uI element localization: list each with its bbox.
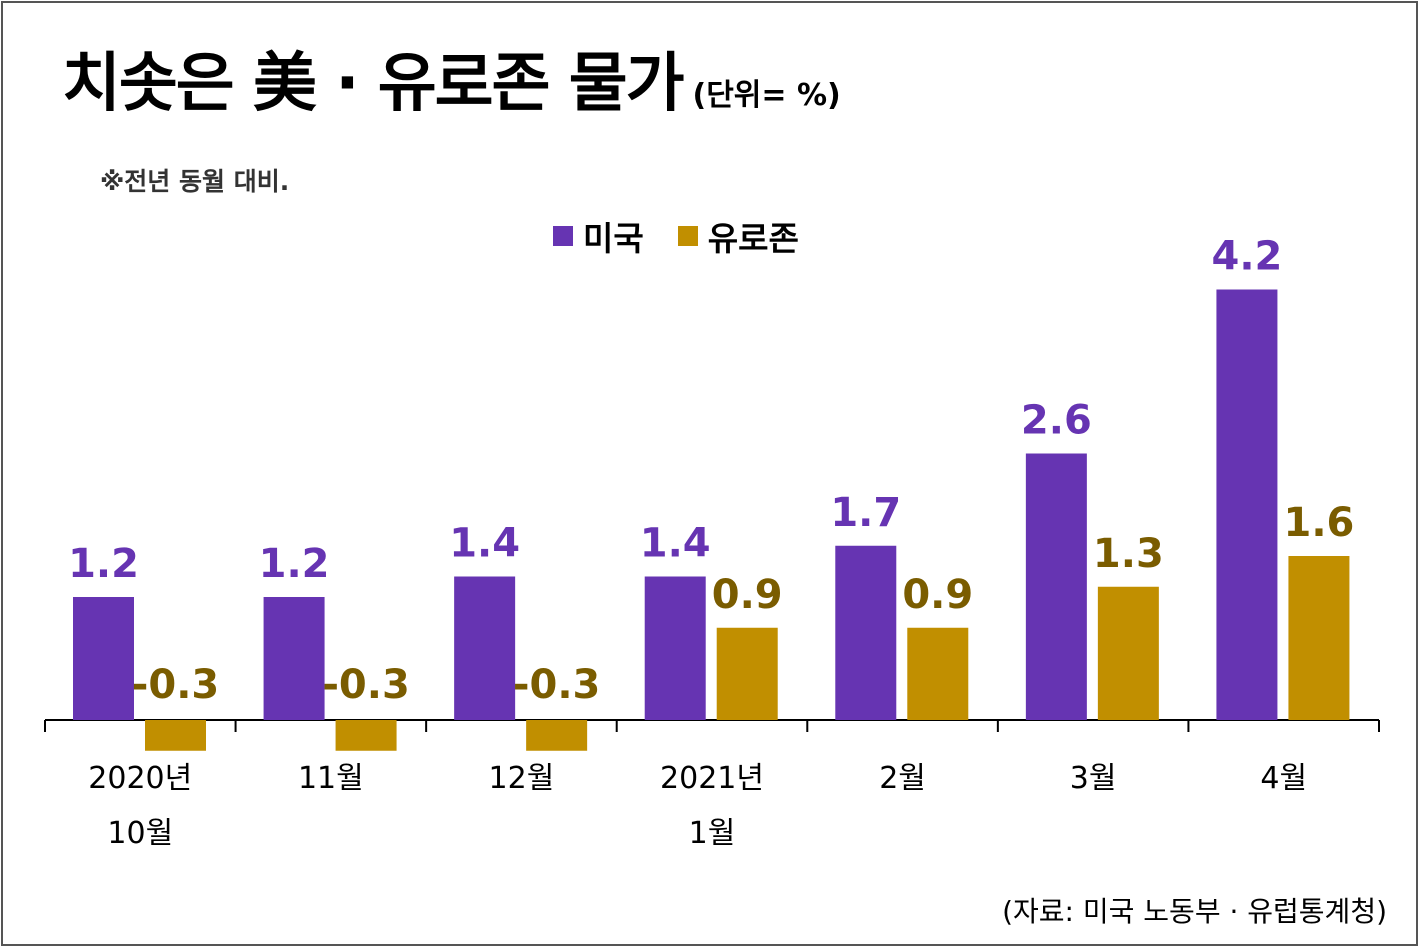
chart-note: ※전년 동월 대비. [100, 167, 290, 196]
bar-eurozone [1288, 556, 1350, 720]
x-tick-label: 4월 [1260, 761, 1307, 796]
data-label-eurozone: 0.9 [712, 572, 783, 618]
legend-swatch-us [553, 226, 573, 246]
data-label-us: 1.2 [259, 541, 330, 587]
bar-eurozone [145, 720, 206, 751]
bar-eurozone [335, 720, 397, 751]
data-label-us: 1.4 [640, 521, 711, 567]
source-note: (자료: 미국 노동부 · 유럽통계청) [1002, 895, 1387, 928]
unit-label: (단위= %) [692, 78, 841, 113]
legend-swatch-eurozone [677, 226, 698, 246]
data-label-eurozone: 1.3 [1093, 531, 1164, 577]
legend-item-eurozone: 유로존 [677, 212, 799, 260]
title-text: 치솟은 美 · 유로존 물가 [62, 47, 684, 121]
x-tick-label: 10월 [107, 816, 173, 851]
data-label-eurozone: -0.3 [322, 662, 409, 708]
bar-us [454, 576, 516, 720]
data-label-us: 1.7 [830, 490, 901, 536]
bar-us [1025, 453, 1087, 720]
data-label-eurozone: -0.3 [132, 662, 219, 708]
data-label-eurozone: 1.6 [1283, 500, 1354, 546]
bar-us [263, 597, 325, 720]
data-label-eurozone: -0.3 [513, 662, 600, 708]
data-label-us: 2.6 [1021, 398, 1092, 444]
x-tick-label: 11월 [298, 761, 364, 796]
data-label-us: 1.2 [68, 541, 139, 587]
data-label-eurozone: 0.9 [902, 572, 973, 618]
bar-us [644, 576, 706, 720]
chart-title: 치솟은 美 · 유로존 물가 (단위= %) [62, 52, 841, 116]
bar-us [835, 545, 897, 720]
legend-label-eurozone: 유로존 [707, 219, 799, 258]
legend-label-us: 미국 [583, 219, 644, 258]
data-label-us: 4.2 [1211, 234, 1282, 280]
bar-us [1216, 289, 1278, 720]
x-tick-label: 2021년 [660, 761, 764, 796]
legend: 미국 유로존 [553, 212, 833, 260]
x-tick-label: 3월 [1070, 761, 1117, 796]
x-tick-label: 12월 [489, 761, 555, 796]
x-tick-label: 2월 [879, 761, 926, 796]
bar-eurozone [1097, 586, 1159, 720]
bar-eurozone [716, 627, 778, 720]
legend-item-us: 미국 [553, 212, 644, 260]
bar-eurozone [526, 720, 588, 751]
x-tick-label: 2020년 [88, 761, 192, 796]
data-label-us: 1.4 [449, 521, 520, 567]
x-tick-label: 1월 [689, 816, 736, 851]
bar-us [73, 597, 134, 720]
bar-eurozone [907, 627, 969, 720]
